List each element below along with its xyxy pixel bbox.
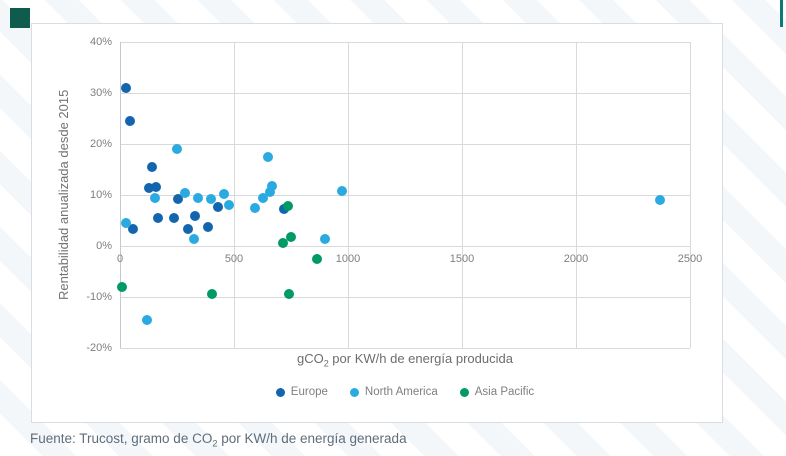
gridline-horizontal: [120, 348, 690, 349]
data-point-north-america: [150, 192, 161, 203]
data-point-asia-pacific: [312, 254, 323, 265]
legend-item-europe: Europe: [275, 386, 328, 398]
data-point-asia-pacific: [278, 238, 289, 249]
data-point-europe: [213, 201, 224, 212]
data-point-north-america: [249, 202, 260, 213]
y-tick-label: 30%: [89, 87, 112, 99]
gridline-vertical: [690, 42, 691, 348]
data-point-north-america: [337, 185, 348, 196]
data-point-north-america: [179, 188, 190, 199]
gridline-vertical: [234, 42, 235, 348]
gridline-vertical: [348, 42, 349, 348]
data-point-north-america: [206, 194, 217, 205]
data-point-europe: [125, 116, 136, 127]
x-tick-label: 1000: [335, 253, 361, 265]
top-right-accent-line: [780, 0, 783, 27]
legend-label: Europe: [290, 386, 328, 398]
x-tick-label: 2000: [563, 253, 589, 265]
gridline-horizontal: [120, 246, 690, 247]
legend-item-north-america: North America: [349, 386, 438, 398]
legend-label: North America: [364, 386, 438, 398]
data-point-europe: [202, 222, 213, 233]
x-axis-title-text: gCO: [297, 351, 324, 366]
y-tick-label: -10%: [86, 291, 112, 303]
data-point-north-america: [192, 192, 203, 203]
data-point-europe: [183, 223, 194, 234]
data-point-europe: [168, 212, 179, 223]
data-point-north-america: [218, 188, 229, 199]
data-point-north-america: [120, 218, 131, 229]
legend-marker-icon: [275, 387, 285, 397]
data-point-europe: [152, 213, 163, 224]
data-point-asia-pacific: [283, 201, 294, 212]
x-axis-title-text: por KW/h de energía producida: [328, 351, 513, 366]
data-point-north-america: [172, 144, 182, 155]
data-point-europe: [143, 183, 154, 194]
y-tick-label: -20%: [86, 342, 112, 354]
y-tick-label: 0%: [96, 240, 112, 252]
gridline-horizontal: [120, 195, 690, 196]
data-point-europe: [146, 161, 157, 172]
plot-area: [117, 42, 691, 349]
x-axis-title: gCO2 por KW/h de energía producida: [120, 351, 690, 369]
x-tick-label: 0: [116, 253, 124, 265]
x-tick-label: 500: [224, 253, 244, 265]
y-tick-label: 20%: [89, 138, 112, 150]
gridline-vertical: [576, 42, 577, 348]
gridline-vertical: [462, 42, 463, 348]
data-point-europe: [173, 193, 184, 204]
gridline-horizontal: [120, 144, 690, 145]
gridline-horizontal: [120, 42, 690, 43]
data-point-europe: [120, 82, 131, 93]
legend-label: Asia Pacific: [474, 386, 535, 398]
gridline-horizontal: [120, 297, 690, 298]
legend-item-asia-pacific: Asia Pacific: [459, 386, 535, 398]
data-point-north-america: [266, 180, 277, 191]
data-point-north-america: [224, 199, 235, 210]
data-point-asia-pacific: [117, 281, 128, 292]
legend-marker-icon: [459, 387, 469, 397]
data-point-europe: [127, 223, 138, 234]
data-point-asia-pacific: [283, 288, 294, 299]
data-point-north-america: [263, 151, 274, 162]
data-point-north-america: [655, 195, 666, 206]
legend-marker-icon: [349, 387, 359, 397]
x-axis-title-subscript: 2: [323, 358, 329, 369]
data-point-north-america: [142, 314, 153, 325]
data-point-europe: [190, 211, 201, 222]
source-note-text: Fuente: Trucost, gramo de CO: [30, 431, 213, 446]
legend: Europe North America Asia Pacific: [120, 386, 690, 398]
data-point-north-america: [189, 234, 200, 245]
source-note: Fuente: Trucost, gramo de CO2 por KW/h d…: [30, 431, 407, 449]
y-tick-label: 40%: [89, 36, 112, 48]
x-tick-label: 1500: [449, 253, 475, 265]
source-note-subscript: 2: [212, 438, 218, 449]
gridline-vertical-axis: [120, 42, 121, 348]
data-point-asia-pacific: [286, 231, 296, 242]
y-tick-label: 10%: [89, 189, 112, 201]
brand-logo: [10, 8, 30, 28]
source-note-text: por KW/h de energía generada: [217, 431, 407, 446]
data-point-asia-pacific: [207, 289, 218, 300]
data-point-north-america: [257, 193, 268, 204]
data-point-europe: [151, 182, 162, 193]
data-point-north-america: [320, 233, 331, 244]
chart-frame: Rentabilidad anualizada desde 2015 40% 30…: [31, 23, 723, 423]
data-point-north-america: [265, 187, 276, 198]
gridline-horizontal: [120, 93, 690, 94]
x-tick-label: 2500: [677, 253, 703, 265]
